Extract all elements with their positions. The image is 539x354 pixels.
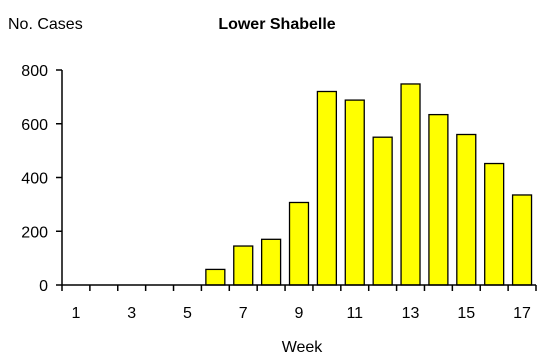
x-tick-label: 9 [295,305,304,322]
x-tick-label: 1 [71,305,80,322]
bar-week-11 [344,99,365,286]
chart-title: Lower Shabelle [218,16,335,33]
x-tick-label: 13 [402,305,420,322]
x-tick-label: 5 [183,305,192,322]
x-tick-label: 7 [239,305,248,322]
bars-group [205,83,533,286]
y-tick-label: 400 [21,171,48,188]
y-tick-label: 600 [21,117,48,134]
bar-week-7 [233,245,254,286]
x-tick-label: 3 [127,305,136,322]
x-axis-ticks: 1 3 5 7 9 11 13 15 17 [61,285,537,322]
x-tick-label: 11 [346,305,363,322]
bar-week-14 [428,113,449,286]
bar-week-13 [400,83,421,286]
bar-week-9 [288,201,310,286]
y-tick-label: 800 [21,63,48,80]
y-axis-ticks: 0 200 400 600 800 [21,63,62,295]
bar-week-17 [511,194,533,286]
y-tick-label: 0 [39,278,48,295]
y-axis-label: No. Cases [8,16,83,33]
bar-week-15 [456,133,477,286]
bar-week-10 [316,90,338,286]
x-axis-label: Week [282,339,324,354]
x-tick-label: 17 [513,305,531,322]
bar-week-6 [205,268,226,286]
bar-week-16 [484,162,505,286]
x-tick-label: 15 [457,305,475,322]
y-tick-label: 200 [21,224,48,241]
bar-week-8 [260,238,282,286]
bar-week-12 [372,136,393,286]
